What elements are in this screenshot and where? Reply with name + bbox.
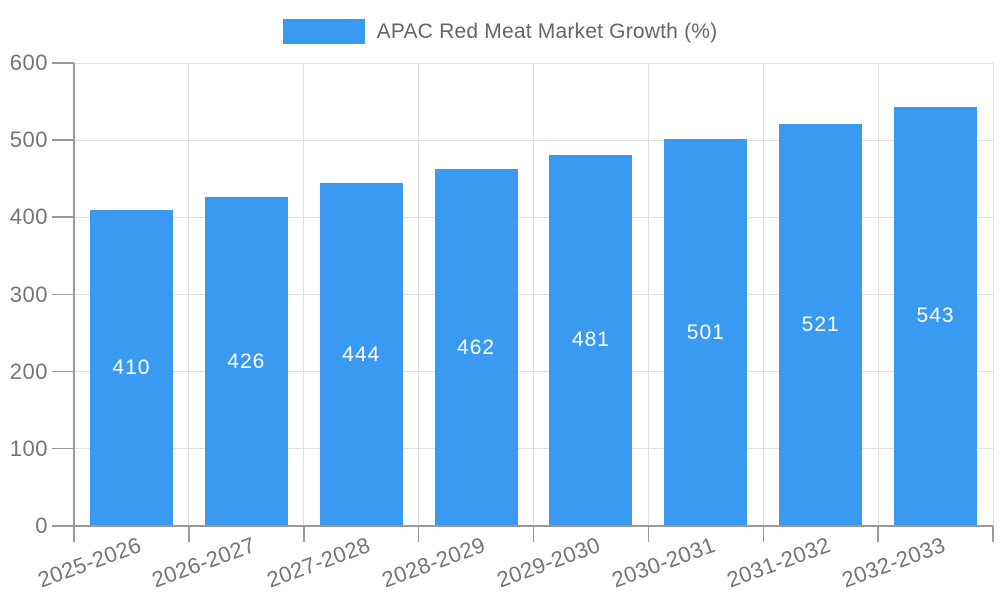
bar-value-label: 444 bbox=[342, 342, 381, 366]
x-axis-label-text: 2031-2032 bbox=[723, 532, 834, 593]
gridline-v bbox=[992, 63, 994, 526]
gridline-v bbox=[418, 63, 420, 526]
y-tick-label: 500 bbox=[9, 127, 48, 153]
y-tick-label: 600 bbox=[9, 50, 48, 75]
y-tick-mark bbox=[52, 525, 74, 527]
x-axis-label-text: 2030-2031 bbox=[608, 532, 719, 593]
y-tick-label: 100 bbox=[9, 435, 48, 461]
bar: 444 bbox=[319, 183, 403, 526]
x-tick-mark bbox=[762, 526, 764, 542]
bar: 410 bbox=[89, 209, 173, 526]
gridline-v bbox=[188, 63, 190, 526]
gridline-v bbox=[877, 63, 879, 526]
bar-value-label: 410 bbox=[112, 355, 151, 379]
bar-value-label: 481 bbox=[571, 328, 610, 352]
bar-value-label: 462 bbox=[457, 335, 496, 359]
y-axis-line bbox=[73, 63, 75, 526]
x-tick-mark bbox=[992, 526, 994, 542]
bar: 543 bbox=[894, 106, 978, 526]
y-tick-mark bbox=[52, 447, 74, 450]
x-axis-label-text: 2026-2027 bbox=[148, 532, 259, 593]
x-axis-label-text: 2028-2029 bbox=[378, 532, 489, 593]
gridline-v bbox=[762, 63, 764, 526]
y-tick-mark bbox=[52, 139, 74, 141]
bar: 426 bbox=[204, 197, 288, 526]
x-tick-mark bbox=[877, 526, 879, 542]
bar: 481 bbox=[549, 154, 633, 526]
gridline-v bbox=[533, 63, 534, 526]
bar-value-label: 501 bbox=[686, 320, 725, 344]
y-tick-mark bbox=[52, 216, 74, 218]
x-axis-label-text: 2032-2033 bbox=[838, 532, 949, 593]
x-tick-mark bbox=[188, 526, 190, 542]
y-tick-label: 400 bbox=[9, 204, 48, 230]
x-tick-mark bbox=[532, 526, 535, 542]
bar-value-label: 426 bbox=[227, 349, 266, 373]
legend-label: APAC Red Meat Market Growth (%) bbox=[376, 19, 718, 43]
bar-value-label: 543 bbox=[916, 304, 955, 328]
legend[interactable]: APAC Red Meat Market Growth (%) bbox=[0, 19, 1000, 44]
y-tick-mark bbox=[52, 370, 74, 373]
bar: 462 bbox=[434, 169, 518, 526]
gridline-v bbox=[303, 63, 305, 526]
legend-swatch bbox=[282, 19, 365, 44]
x-tick-mark bbox=[417, 526, 420, 542]
y-tick-label: 300 bbox=[9, 281, 48, 307]
x-tick-mark bbox=[303, 526, 305, 542]
bar: 521 bbox=[779, 123, 863, 526]
gridline-v bbox=[647, 63, 649, 526]
y-tick-mark bbox=[52, 293, 74, 295]
x-axis-label-text: 2029-2030 bbox=[493, 532, 604, 593]
bar-value-label: 521 bbox=[801, 312, 840, 336]
bar: 501 bbox=[664, 139, 748, 526]
y-tick-label: 0 bbox=[35, 513, 48, 538]
y-tick-mark bbox=[52, 62, 74, 64]
y-tick-label: 200 bbox=[9, 358, 48, 384]
x-tick-mark bbox=[73, 526, 75, 542]
x-axis-label-text: 2025-2026 bbox=[34, 532, 144, 593]
x-axis-label-text: 2027-2028 bbox=[263, 532, 374, 593]
x-axis-line bbox=[74, 525, 993, 527]
x-tick-mark bbox=[647, 526, 650, 542]
